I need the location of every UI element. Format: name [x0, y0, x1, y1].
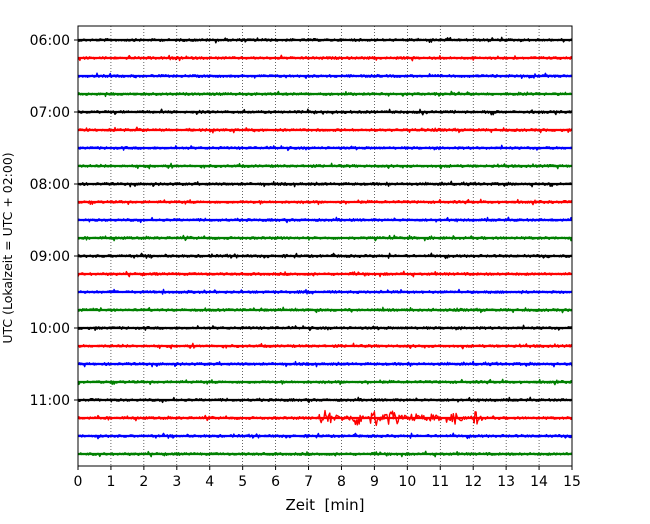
y-tick-label-1: 07:00 [30, 105, 70, 121]
x-tick-label-6: 6 [271, 474, 280, 490]
x-tick-label-5: 5 [238, 474, 247, 490]
x-tick-label-10: 10 [398, 474, 416, 490]
y-tick-label-4: 10:00 [30, 321, 70, 337]
x-tick-label-1: 1 [106, 474, 115, 490]
trace-group [77, 36, 573, 458]
x-tick-label-0: 0 [74, 474, 83, 490]
y-tick-label-0: 06:00 [30, 33, 70, 49]
x-axis-label: Zeit [min] [285, 496, 364, 514]
x-tick-label-11: 11 [431, 474, 449, 490]
x-tick-label-13: 13 [497, 474, 515, 490]
x-tick-label-3: 3 [172, 474, 181, 490]
x-tick-label-9: 9 [370, 474, 379, 490]
x-tick-label-8: 8 [337, 474, 346, 490]
y-axis-label: UTC (Lokalzeit = UTC + 02:00) [0, 152, 15, 343]
x-tick-label-2: 2 [139, 474, 148, 490]
y-tick-label-2: 08:00 [30, 177, 70, 193]
x-axis-ticks: 0 1 2 3 4 5 6 7 8 9 10 11 12 13 14 15 [74, 466, 581, 490]
y-tick-label-5: 11:00 [30, 393, 70, 409]
plot-frame [77, 25, 573, 467]
y-axis-ticks: 06:00 07:00 08:00 09:00 10:00 11:00 [30, 33, 78, 409]
x-tick-label-12: 12 [464, 474, 482, 490]
y-tick-label-3: 09:00 [30, 249, 70, 265]
x-tick-label-7: 7 [304, 474, 313, 490]
x-tick-label-14: 14 [530, 474, 548, 490]
grid-lines [110, 26, 540, 466]
x-tick-label-4: 4 [205, 474, 214, 490]
x-tick-label-15: 15 [563, 474, 581, 490]
